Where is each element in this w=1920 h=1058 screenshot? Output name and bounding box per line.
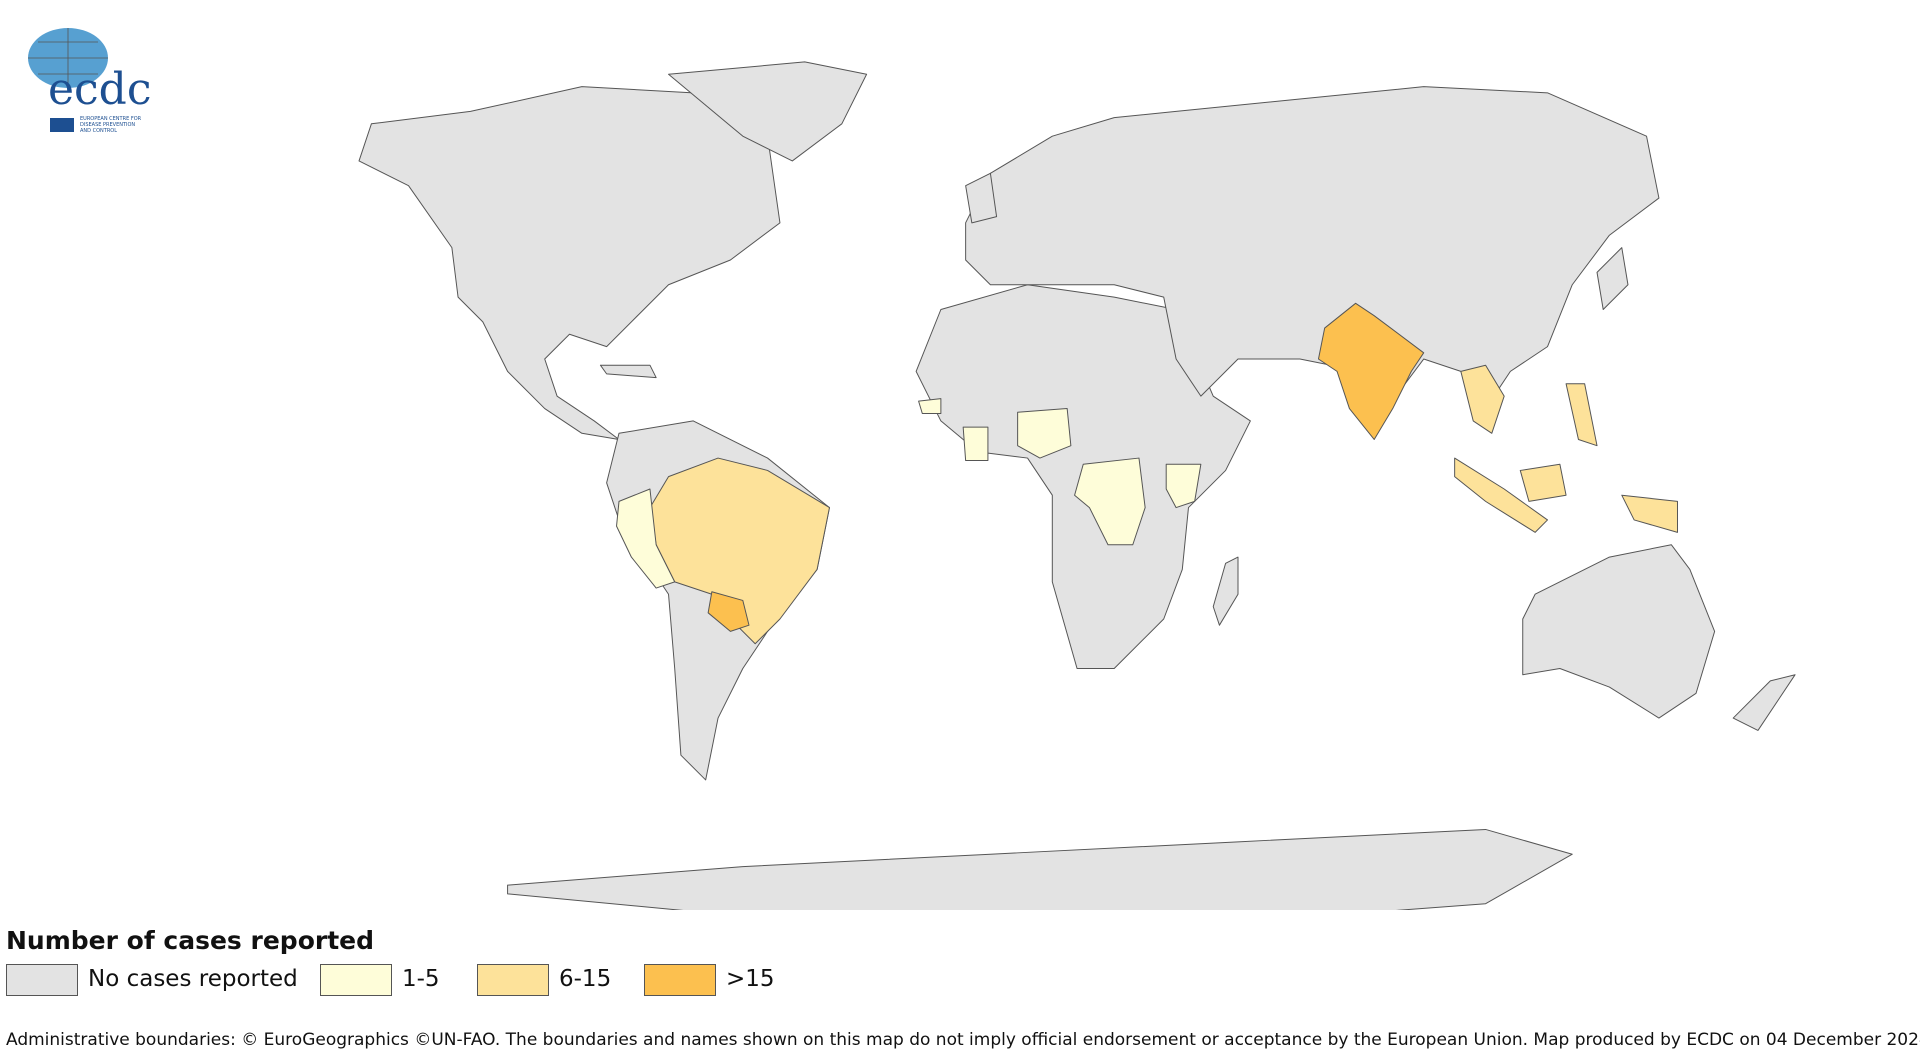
legend-swatch [320, 964, 392, 996]
new-zealand [1732, 674, 1796, 731]
logo-subtitle: AND CONTROL [80, 128, 118, 134]
madagascar [1212, 556, 1239, 626]
legend-title: Number of cases reported [6, 926, 375, 955]
north-america [358, 86, 781, 440]
legend-swatch [477, 964, 549, 996]
logo-subtitle: DISEASE PREVENTION [80, 122, 136, 128]
legend-label: 6-15 [559, 966, 612, 992]
legend-label: >15 [726, 966, 775, 992]
kenya [1165, 463, 1202, 509]
india [1317, 302, 1425, 440]
logo-name: ecdc [48, 64, 152, 115]
philippines [1565, 383, 1598, 447]
australia [1522, 544, 1716, 719]
legend-label: No cases reported [88, 966, 298, 992]
borneo [1519, 463, 1567, 502]
legend-swatch [6, 964, 78, 996]
paraguay [707, 591, 750, 632]
thailand [1460, 364, 1505, 434]
legend-swatch [644, 964, 716, 996]
world-map [28, 28, 1796, 910]
senegal [918, 398, 942, 414]
antarctica [507, 828, 1573, 910]
peru [616, 488, 676, 589]
sumatra [1454, 457, 1548, 533]
legend-label: 1-5 [402, 966, 440, 992]
logo-subtitle: EUROPEAN CENTRE FOR [80, 116, 142, 122]
dr-congo [1074, 457, 1146, 546]
uk [965, 172, 998, 224]
cuba [599, 364, 657, 379]
japan [1596, 247, 1629, 310]
countries [358, 61, 1796, 910]
footer: Administrative boundaries: © EuroGeograp… [6, 1030, 1920, 1050]
greenland [668, 61, 868, 162]
papua [1621, 494, 1678, 533]
logo-globe [28, 28, 108, 132]
ghana [962, 426, 989, 462]
nigeria [1017, 408, 1072, 459]
